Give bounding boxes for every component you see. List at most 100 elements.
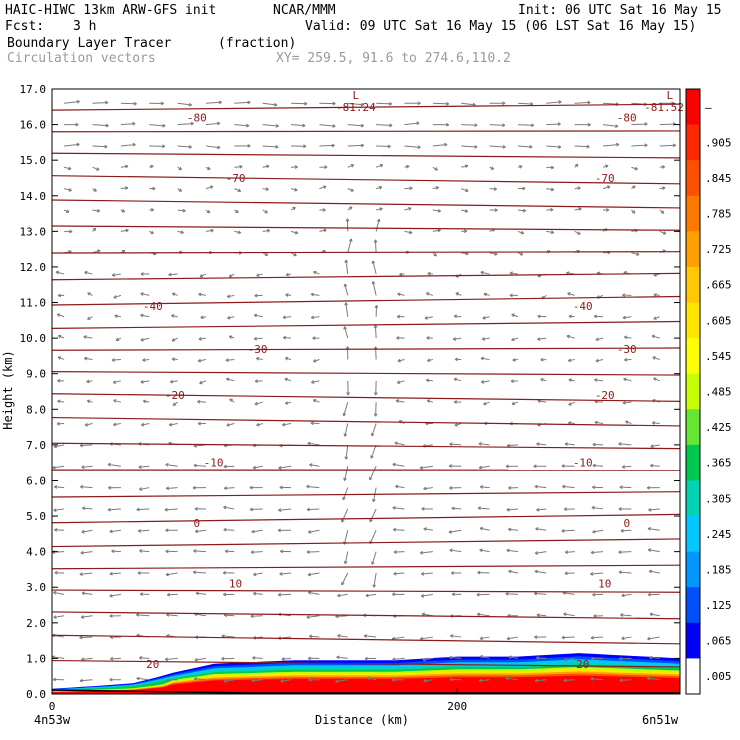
vector-arrowhead	[344, 456, 349, 460]
vector-arrowhead	[182, 208, 186, 213]
vector-arrowhead	[136, 676, 140, 681]
circulation-vector	[194, 678, 207, 681]
vector-arrowhead	[345, 218, 350, 222]
vector-arrowhead	[239, 164, 243, 169]
vector-arrowhead	[520, 230, 525, 235]
vector-arrowhead	[564, 571, 568, 576]
circulation-vector	[205, 101, 222, 104]
vector-arrowhead	[478, 442, 482, 446]
vector-arrowhead	[636, 252, 640, 256]
circulation-vector	[120, 144, 136, 147]
vector-arrowhead	[480, 270, 484, 275]
vector-arrowhead	[68, 188, 72, 192]
circulation-vector	[234, 124, 250, 127]
circulation-vector	[517, 124, 534, 126]
vector-arrowhead	[625, 420, 629, 424]
circulation-vector	[278, 508, 292, 511]
vector-arrowhead	[96, 208, 101, 213]
vector-arrowhead	[294, 165, 298, 169]
circulation-vector	[177, 102, 192, 106]
vector-arrowhead	[591, 505, 595, 510]
vector-arrowhead	[165, 486, 170, 491]
vector-arrowhead	[370, 455, 374, 459]
circulation-vector	[623, 378, 632, 382]
vector-arrowhead	[108, 485, 112, 490]
vector-arrowhead	[312, 336, 316, 341]
circulation-vector	[120, 187, 128, 190]
circulation-vector	[81, 657, 93, 660]
vector-arrowhead	[93, 188, 97, 192]
vector-arrowhead	[451, 592, 455, 597]
circulation-vector	[290, 188, 298, 191]
circulation-vector	[505, 677, 519, 681]
vector-arrowhead	[369, 476, 373, 481]
circulation-vector	[366, 677, 377, 681]
vector-arrowhead	[389, 123, 393, 128]
vector-arrowhead	[672, 143, 676, 148]
vector-arrowhead	[449, 677, 453, 682]
circulation-vector	[505, 593, 518, 595]
circulation-vector	[335, 615, 348, 617]
circulation-vector	[262, 230, 270, 232]
vector-arrowhead	[634, 166, 638, 171]
circulation-vector	[140, 380, 150, 383]
vector-arrowhead	[388, 101, 393, 106]
vector-arrowhead	[81, 529, 85, 534]
vector-arrowhead	[511, 337, 515, 342]
circulation-vector	[376, 208, 383, 211]
vector-arrowhead	[218, 100, 222, 105]
circulation-vector	[199, 380, 207, 384]
isotherm-line	[51, 611, 681, 620]
circulation-vector	[420, 551, 433, 554]
circulation-vector	[205, 229, 214, 232]
circulation-vector	[84, 271, 93, 275]
circulation-vector	[659, 123, 676, 126]
circulation-vector	[517, 145, 533, 148]
circulation-vector	[53, 508, 65, 511]
circulation-vector	[262, 165, 270, 168]
circulation-vector	[546, 145, 561, 148]
vector-arrowhead	[171, 357, 176, 362]
circulation-vector	[595, 358, 604, 362]
isotherm-label: -40	[143, 300, 163, 313]
circulation-vector	[376, 124, 393, 126]
vector-arrowhead	[308, 677, 312, 682]
circulation-vector	[372, 281, 377, 296]
circulation-vector	[136, 508, 150, 511]
circulation-vector	[423, 528, 433, 531]
circulation-vector	[369, 466, 377, 481]
vector-arrowhead	[105, 123, 109, 128]
low-value: -81.52	[644, 101, 684, 114]
vector-arrowhead	[454, 422, 458, 427]
circulation-vector	[567, 292, 575, 296]
circulation-vector	[373, 572, 377, 588]
isotherm-line	[51, 225, 681, 231]
circulation-vector	[511, 337, 519, 341]
circulation-vector	[594, 379, 604, 382]
y-tick-label: 16.0	[20, 119, 47, 132]
vector-arrowhead	[162, 144, 166, 149]
vector-arrowhead	[360, 102, 364, 107]
circulation-vector	[421, 613, 433, 617]
circulation-vector	[343, 326, 349, 339]
vector-arrowhead	[623, 377, 627, 382]
vector-arrowhead	[281, 657, 285, 661]
vector-arrowhead	[445, 101, 450, 106]
circulation-vector	[647, 677, 660, 681]
vector-arrowhead	[373, 324, 378, 329]
circulation-vector	[590, 572, 604, 575]
colorbar-swatch	[686, 516, 700, 553]
circulation-vector	[619, 486, 632, 489]
vector-arrowhead	[223, 679, 227, 683]
vector-arrowhead	[366, 676, 370, 681]
y-tick-label: 0.0	[26, 688, 46, 701]
vector-arrowhead	[506, 636, 510, 641]
vector-arrowhead	[509, 293, 513, 298]
vector-arrowhead	[558, 100, 562, 104]
circulation-vector	[424, 316, 433, 319]
colorbar-label: .125	[705, 599, 732, 612]
vector-arrowhead	[605, 164, 609, 169]
circulation-vector	[420, 636, 433, 640]
vector-arrowhead	[648, 507, 652, 512]
vector-arrowhead	[490, 166, 495, 170]
